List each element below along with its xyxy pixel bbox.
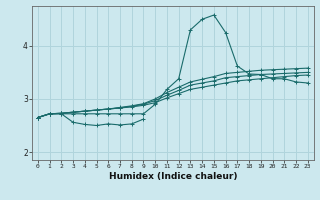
X-axis label: Humidex (Indice chaleur): Humidex (Indice chaleur) (108, 172, 237, 181)
